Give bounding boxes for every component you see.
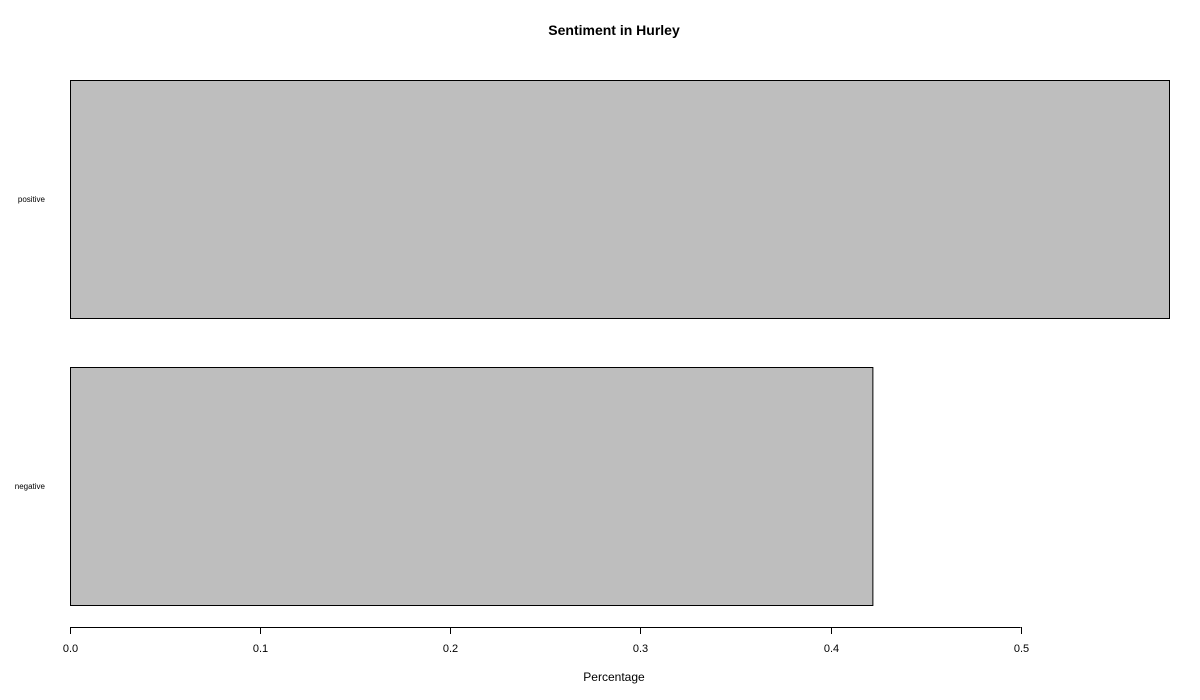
chart-title: Sentiment in Hurley xyxy=(548,22,680,38)
category-labels: positive negative xyxy=(15,195,46,491)
x-axis-label: Percentage xyxy=(583,670,645,684)
bar-negative xyxy=(70,367,874,606)
x-tick-label: 0.3 xyxy=(633,643,648,655)
x-axis: 0.0 0.1 0.2 0.3 0.4 0.5 xyxy=(63,627,1029,655)
x-tick-label: 0.2 xyxy=(443,643,458,655)
x-tick-label: 0.4 xyxy=(824,643,839,655)
bars-group xyxy=(70,80,1170,606)
x-tick-label: 0.1 xyxy=(253,643,268,655)
category-label-positive: positive xyxy=(18,195,46,204)
category-label-negative: negative xyxy=(15,482,46,491)
x-tick-label: 0.5 xyxy=(1014,643,1029,655)
x-tick-label: 0.0 xyxy=(63,643,78,655)
bar-positive xyxy=(70,80,1170,319)
